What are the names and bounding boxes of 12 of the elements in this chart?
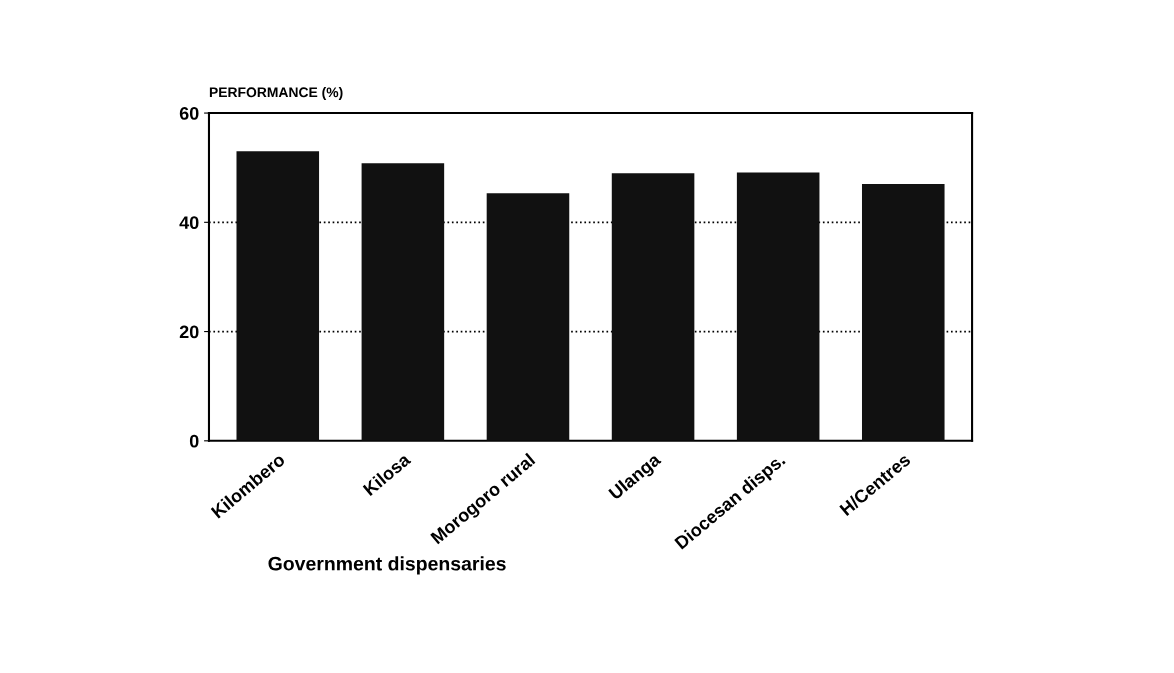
bar bbox=[236, 151, 320, 441]
bar bbox=[361, 163, 445, 441]
bar bbox=[611, 173, 695, 441]
y-tick-label: 20 bbox=[179, 325, 199, 339]
y-axis-title: PERFORMANCE (%) bbox=[209, 87, 343, 100]
bar bbox=[736, 172, 820, 441]
y-tick-label: 0 bbox=[189, 434, 199, 448]
y-tick-label: 60 bbox=[179, 107, 199, 120]
x-axis-title: Government dispensaries bbox=[268, 556, 506, 575]
y-tick-label: 40 bbox=[179, 216, 199, 230]
bar bbox=[861, 184, 945, 441]
bar bbox=[486, 193, 570, 441]
